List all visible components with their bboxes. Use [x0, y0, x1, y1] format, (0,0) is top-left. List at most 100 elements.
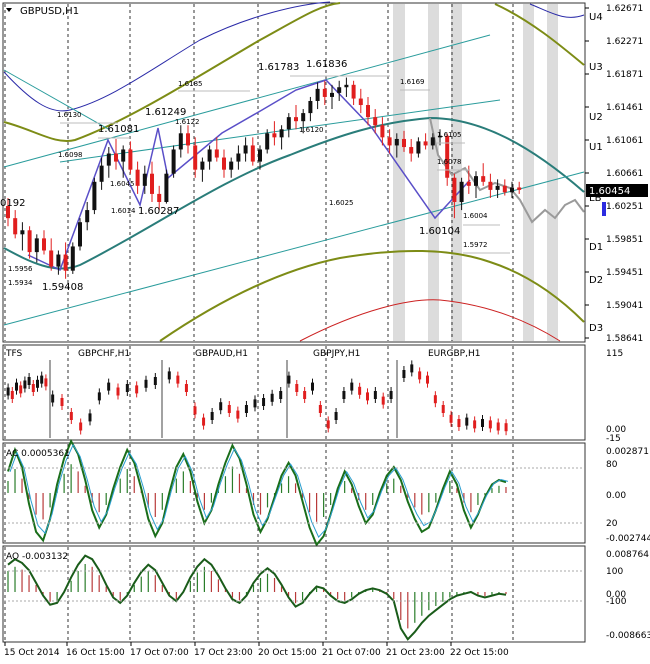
tfs-bar — [60, 398, 64, 406]
candle-body — [258, 149, 262, 162]
price-axis-label: 1.58641 — [606, 334, 643, 344]
candle-body — [279, 129, 284, 138]
ac-axis-min: -0.002744 — [606, 534, 650, 544]
candle-body — [351, 84, 356, 99]
session-band — [547, 4, 558, 341]
tfs-bar — [227, 405, 231, 413]
tfs-bar — [303, 391, 307, 399]
time-axis-label: 22 Oct 15:00 — [450, 648, 509, 658]
price-axis-label: 1.62671 — [606, 4, 643, 14]
candles — [6, 77, 522, 279]
candle-body — [128, 149, 133, 170]
symbol-menu-icon[interactable] — [6, 8, 12, 12]
candle-body — [510, 187, 514, 193]
candle-body — [423, 141, 428, 146]
time-axis: 15 Oct 2014 16 Oct 15:00 17 Oct 07:00 17 Oc… — [4, 642, 509, 658]
tfs-bar — [44, 378, 48, 387]
ac-histogram — [4, 438, 584, 547]
candle-body — [6, 206, 10, 219]
tfs-bar — [88, 413, 92, 422]
candle-body — [315, 88, 320, 101]
symbol-label: GBPUSD,H1 — [20, 6, 79, 17]
candle-body — [308, 100, 313, 114]
tfs-bar — [481, 419, 484, 427]
candle-body — [495, 185, 500, 190]
ao-panel[interactable]: AO -0.003132 0.008764 100 0.00 -100 -0.0… — [2, 545, 650, 643]
ac-axis-20: 20 — [606, 519, 618, 529]
price-annotation: 1.6045 — [110, 180, 135, 188]
price-annotation: 1.61836 — [306, 59, 347, 70]
tfs-bar — [504, 423, 508, 432]
level-label: D1 — [589, 242, 603, 253]
price-annotation: 1.6025 — [329, 199, 354, 207]
candle-body — [207, 149, 212, 162]
candle-body — [286, 117, 291, 130]
level-label: U1 — [589, 142, 603, 153]
price-axis-label: 1.60661 — [606, 169, 643, 179]
candle-body — [236, 153, 241, 162]
tfs-bar — [236, 410, 240, 419]
tfs-bar — [295, 384, 299, 392]
candle-body — [222, 157, 226, 170]
candle-body — [466, 181, 471, 186]
ac-label: AC 0.0005361 — [6, 449, 70, 459]
tfs-bar — [135, 385, 139, 394]
price-axis-label: 1.59451 — [606, 268, 643, 278]
candle-body — [358, 98, 363, 106]
tfs-bar — [270, 393, 274, 402]
tfs-bar — [350, 382, 354, 391]
tfs-bar — [488, 420, 492, 429]
time-axis-label: 17 Oct 23:00 — [194, 648, 253, 658]
price-axis-label: 1.61061 — [606, 136, 643, 146]
price-annotation: 0192 — [0, 198, 25, 209]
tfs-bar — [184, 384, 188, 392]
level-label: D2 — [589, 275, 603, 286]
candle-body — [85, 210, 90, 223]
candle-body — [27, 230, 32, 253]
tfs-bar — [262, 398, 266, 406]
tfs-bar — [366, 392, 369, 401]
tfs-bar — [287, 375, 291, 384]
candle-body — [337, 87, 342, 93]
tfs-bar — [418, 371, 422, 380]
tfs-bar — [326, 420, 330, 429]
price-axis-label: 1.61461 — [606, 103, 643, 113]
time-axis-label: 20 Oct 15:00 — [258, 648, 317, 658]
channel-side-line — [3, 69, 111, 131]
candle-body — [114, 153, 118, 162]
tfs-panel[interactable]: TFS GBPCHF,H1 GBPAUD,H1 GBPJPY,H1 EURGBP… — [2, 344, 626, 444]
ac-panel-frame — [2, 442, 586, 544]
tfs-bar — [167, 371, 171, 380]
candle-body — [272, 133, 277, 138]
tfs-bar — [36, 379, 39, 388]
tfs-bar — [449, 414, 453, 423]
current-price-box — [586, 184, 648, 197]
price-scroll-marker[interactable] — [602, 202, 606, 216]
tfs-pair-gbpjpy: GBPJPY,H1 — [313, 349, 360, 359]
lower-envelope-line — [299, 299, 561, 342]
tfs-bar — [441, 405, 445, 413]
ac-panel[interactable]: AC 0.0005361 0.002871 80 0.00 20 -0.0027… — [2, 438, 650, 547]
tfs-bar — [19, 385, 23, 394]
tfs-bar — [426, 375, 429, 384]
tfs-bar — [153, 377, 157, 385]
candle-body — [142, 173, 147, 186]
tfs-bar — [116, 387, 120, 396]
price-panel[interactable]: 1.6130 1.61081 1.6098 1.6045 1.6014 1.60287 1.… — [0, 1, 586, 641]
candle-body — [193, 145, 198, 170]
level-label: D3 — [589, 323, 603, 334]
candle-body — [322, 88, 327, 97]
zigzag-line — [27, 79, 471, 272]
tfs-bar — [334, 412, 338, 420]
price-annotation: 1.5934 — [8, 279, 33, 287]
candle-body — [380, 125, 385, 138]
tfs-bar — [253, 399, 257, 408]
candle-body — [56, 254, 61, 267]
price-annotations: 1.6130 1.61081 1.6098 1.6045 1.6014 1.60287 1.… — [0, 59, 510, 293]
price-axis-label: 1.61871 — [606, 70, 643, 80]
tfs-bar — [69, 412, 73, 420]
candle-body — [452, 177, 457, 202]
level-label: U3 — [589, 62, 603, 73]
